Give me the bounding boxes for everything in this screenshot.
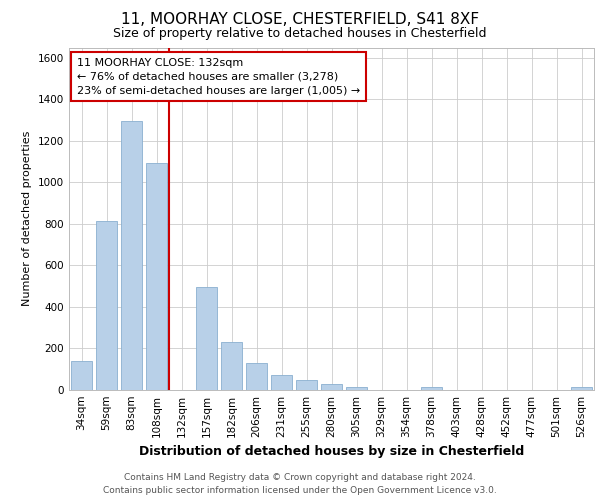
Y-axis label: Number of detached properties: Number of detached properties [22, 131, 32, 306]
Bar [346, 387, 367, 390]
X-axis label: Distribution of detached houses by size in Chesterfield: Distribution of detached houses by size … [139, 446, 524, 458]
Bar [421, 387, 442, 390]
Bar [271, 376, 292, 390]
Bar [246, 363, 267, 390]
Bar [221, 342, 242, 390]
Bar [571, 387, 592, 390]
Text: Contains HM Land Registry data © Crown copyright and database right 2024.
Contai: Contains HM Land Registry data © Crown c… [103, 474, 497, 495]
Bar [321, 384, 342, 390]
Text: 11, MOORHAY CLOSE, CHESTERFIELD, S41 8XF: 11, MOORHAY CLOSE, CHESTERFIELD, S41 8XF [121, 12, 479, 28]
Text: Size of property relative to detached houses in Chesterfield: Size of property relative to detached ho… [113, 28, 487, 40]
Bar [296, 380, 317, 390]
Bar [71, 361, 92, 390]
Text: 11 MOORHAY CLOSE: 132sqm
← 76% of detached houses are smaller (3,278)
23% of sem: 11 MOORHAY CLOSE: 132sqm ← 76% of detach… [77, 58, 360, 96]
Bar [96, 221, 117, 390]
Bar [196, 287, 217, 390]
Bar [146, 162, 167, 390]
Bar [121, 121, 142, 390]
